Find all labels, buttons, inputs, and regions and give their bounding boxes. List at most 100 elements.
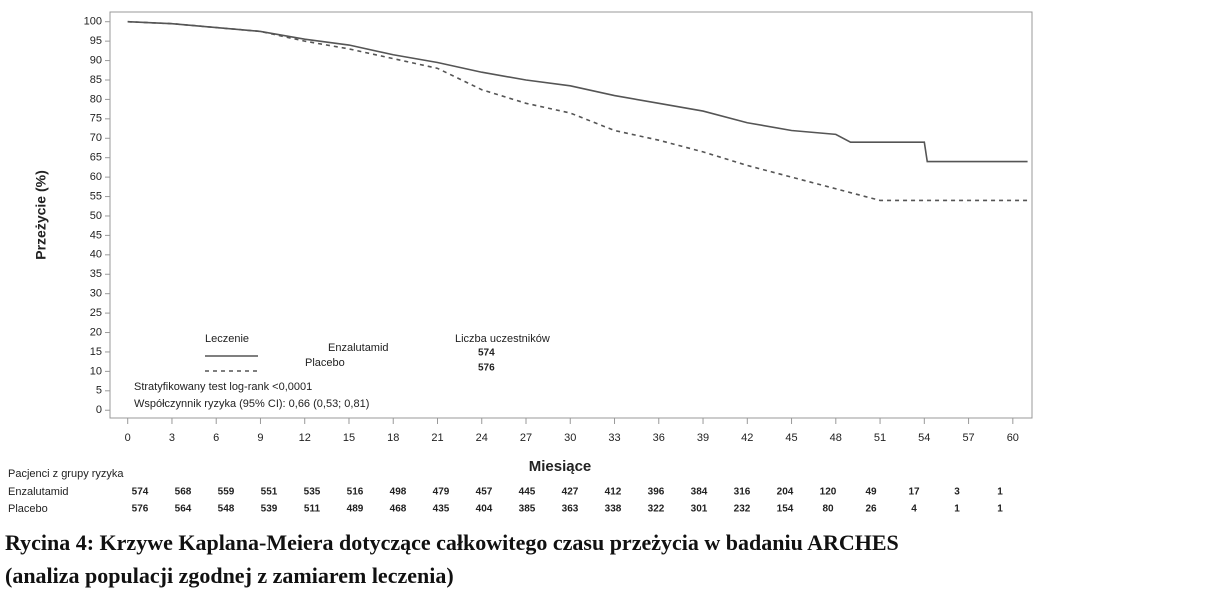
risk-count: 232 bbox=[734, 504, 751, 515]
x-tick-label: 45 bbox=[785, 432, 797, 444]
risk-count: 479 bbox=[433, 487, 450, 498]
legend-title: Leczenie bbox=[205, 333, 249, 345]
x-tick-label: 33 bbox=[608, 432, 620, 444]
risk-row-name: Placebo bbox=[8, 503, 48, 515]
risk-count: 3 bbox=[954, 487, 960, 498]
annotation: Stratyfikowany test log-rank <0,0001 bbox=[134, 381, 312, 393]
y-tick-label: 5 bbox=[96, 385, 102, 397]
risk-count: 396 bbox=[648, 487, 665, 498]
risk-count: 385 bbox=[519, 504, 536, 515]
risk-count: 154 bbox=[777, 504, 794, 515]
y-tick-label: 35 bbox=[90, 268, 102, 280]
y-tick-label: 30 bbox=[90, 288, 102, 300]
risk-count: 322 bbox=[648, 504, 665, 515]
y-tick-label: 50 bbox=[90, 210, 102, 222]
risk-count: 551 bbox=[261, 487, 278, 498]
y-tick-label: 60 bbox=[90, 171, 102, 183]
risk-row-name: Enzalutamid bbox=[8, 486, 69, 498]
risk-count: 301 bbox=[691, 504, 708, 515]
x-tick-label: 60 bbox=[1007, 432, 1019, 444]
x-tick-label: 3 bbox=[169, 432, 175, 444]
legend-label: Placebo bbox=[305, 357, 345, 369]
risk-count: 316 bbox=[734, 487, 751, 498]
risk-count: 435 bbox=[433, 504, 450, 515]
x-tick-label: 54 bbox=[918, 432, 930, 444]
x-tick-label: 36 bbox=[653, 432, 665, 444]
y-tick-label: 15 bbox=[90, 346, 102, 358]
risk-count: 568 bbox=[175, 487, 192, 498]
risk-count: 564 bbox=[175, 504, 192, 515]
risk-count: 489 bbox=[347, 504, 364, 515]
y-tick-label: 25 bbox=[90, 307, 102, 319]
annotation: Współczynnik ryzyka (95% CI): 0,66 (0,53… bbox=[134, 398, 369, 410]
risk-count: 204 bbox=[777, 487, 794, 498]
survival-curve bbox=[127, 20, 1028, 163]
risk-title: Pacjenci z grupy ryzyka bbox=[8, 468, 124, 480]
y-tick-label: 70 bbox=[90, 132, 102, 144]
legend-count: 574 bbox=[478, 348, 495, 359]
risk-count: 511 bbox=[304, 504, 321, 515]
y-tick-label: 100 bbox=[84, 16, 102, 28]
x-tick-label: 15 bbox=[343, 432, 355, 444]
x-tick-label: 51 bbox=[874, 432, 886, 444]
survival-curve bbox=[127, 20, 1028, 202]
x-tick-label: 57 bbox=[962, 432, 974, 444]
y-tick-label: 20 bbox=[90, 326, 102, 338]
legend-label: Enzalutamid bbox=[328, 342, 389, 354]
risk-count: 445 bbox=[519, 487, 536, 498]
risk-count: 404 bbox=[476, 504, 493, 515]
legend-count: 576 bbox=[478, 363, 495, 374]
y-tick-label: 65 bbox=[90, 152, 102, 164]
risk-count: 80 bbox=[822, 504, 834, 515]
risk-count: 548 bbox=[218, 504, 235, 515]
x-tick-label: 27 bbox=[520, 432, 532, 444]
x-tick-label: 9 bbox=[257, 432, 263, 444]
y-tick-label: 10 bbox=[90, 365, 102, 377]
x-tick-label: 21 bbox=[431, 432, 443, 444]
x-tick-label: 18 bbox=[387, 432, 399, 444]
y-tick-label: 75 bbox=[90, 113, 102, 125]
risk-count: 1 bbox=[997, 487, 1003, 498]
risk-count: 539 bbox=[261, 504, 278, 515]
x-axis-label: Miesiące bbox=[529, 458, 592, 475]
x-tick-label: 42 bbox=[741, 432, 753, 444]
y-tick-label: 45 bbox=[90, 229, 102, 241]
y-axis-label: Przeżycie (%) bbox=[33, 170, 49, 259]
risk-count: 559 bbox=[218, 487, 235, 498]
risk-count: 468 bbox=[390, 504, 407, 515]
y-tick-label: 85 bbox=[90, 74, 102, 86]
y-tick-label: 40 bbox=[90, 249, 102, 261]
count-title: Liczba uczestników bbox=[455, 333, 550, 345]
x-tick-label: 48 bbox=[830, 432, 842, 444]
y-tick-label: 95 bbox=[90, 35, 102, 47]
y-tick-label: 80 bbox=[90, 93, 102, 105]
risk-count: 516 bbox=[347, 487, 364, 498]
risk-count: 120 bbox=[820, 487, 837, 498]
risk-count: 576 bbox=[132, 504, 149, 515]
plot-frame bbox=[109, 11, 1033, 419]
risk-count: 535 bbox=[304, 487, 321, 498]
x-tick-label: 0 bbox=[125, 432, 131, 444]
x-tick-label: 6 bbox=[213, 432, 219, 444]
risk-count: 427 bbox=[562, 487, 579, 498]
risk-count: 412 bbox=[605, 487, 622, 498]
risk-count: 26 bbox=[865, 504, 877, 515]
risk-count: 1 bbox=[997, 504, 1003, 515]
risk-count: 1 bbox=[954, 504, 960, 515]
x-tick-label: 12 bbox=[299, 432, 311, 444]
risk-count: 363 bbox=[562, 504, 579, 515]
x-tick-label: 30 bbox=[564, 432, 576, 444]
risk-count: 457 bbox=[476, 487, 493, 498]
y-tick-label: 55 bbox=[90, 190, 102, 202]
y-tick-label: 90 bbox=[90, 54, 102, 66]
y-tick-label: 0 bbox=[96, 404, 102, 416]
risk-count: 574 bbox=[132, 487, 149, 498]
caption: Rycina 4: Krzywe Kaplana-Meiera dotycząc… bbox=[5, 530, 899, 555]
x-tick-label: 39 bbox=[697, 432, 709, 444]
caption: (analiza populacji zgodnej z zamiarem le… bbox=[5, 563, 454, 588]
x-tick-label: 24 bbox=[476, 432, 488, 444]
risk-count: 338 bbox=[605, 504, 622, 515]
risk-count: 384 bbox=[691, 487, 708, 498]
risk-count: 49 bbox=[865, 487, 877, 498]
